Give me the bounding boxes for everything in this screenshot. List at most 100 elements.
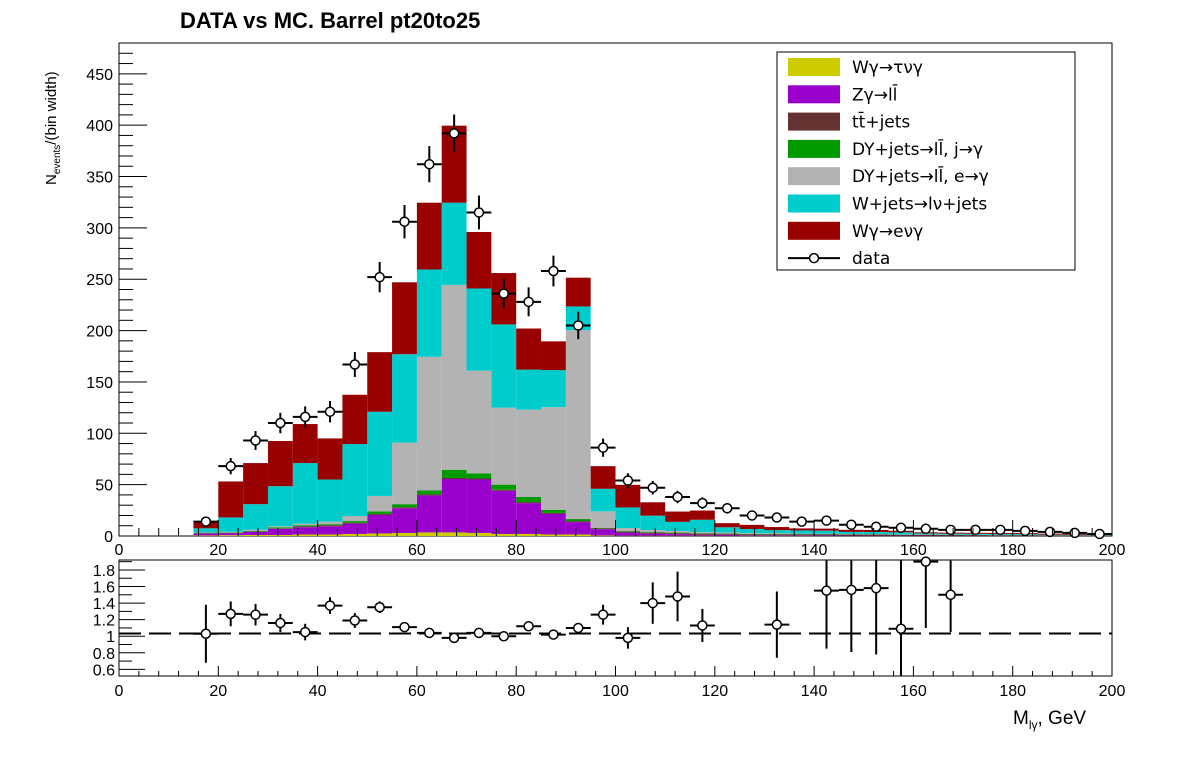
bar-Zg_llbar-4: [292, 527, 318, 535]
data-point: [498, 288, 510, 299]
bar-Wg_taunug-4: [292, 534, 318, 536]
bar-Zg_llbar-22: [739, 535, 765, 536]
ratio-y-tick-label: 0.8: [93, 646, 115, 663]
ratio-point: [424, 627, 435, 639]
data-point: [622, 475, 634, 486]
data-point: [1069, 527, 1081, 539]
bar-Wg_enug-11: [466, 231, 492, 289]
ratio-point: [821, 585, 832, 596]
legend-swatch-DYjets_jg: [788, 139, 840, 158]
bar-Zg_llbar-24: [789, 535, 815, 536]
bar-ttbar_jets-11: [466, 478, 492, 480]
data-point: [920, 523, 932, 535]
bar-ttbar_jets-10: [441, 477, 467, 479]
bar-Wg_enug-9: [416, 202, 442, 270]
x-axis-label-main: M: [1013, 708, 1029, 729]
ratio-x-tick-label: 40: [309, 683, 327, 700]
data-point: [721, 503, 733, 514]
bar-Wjets_lnujets-26: [838, 531, 864, 534]
main-y-axis: 0 50 100 150 200 250 300 350 400 450: [86, 52, 147, 546]
legend-swatch-Wg_enug: [788, 221, 840, 240]
bar-ttbar_jets-7: [367, 513, 393, 515]
bar-ttbar_jets-26: [838, 534, 864, 536]
bar-Wjets_lnujets-5: [317, 479, 343, 522]
bar-Wg_enug-5: [317, 438, 343, 480]
x-tick-label: 200: [1099, 542, 1126, 559]
bar-DYjets_jg-0: [193, 532, 219, 534]
bar-DYjets_eg-23: [764, 533, 790, 534]
legend-label-Wjets_lnujets: W+jets→lν+jets: [852, 195, 987, 215]
bar-Wg_enug-6: [342, 394, 368, 445]
bar-Zg_llbar-18: [640, 533, 666, 536]
bar-Wg_taunug-7: [367, 533, 393, 536]
bar-Wg_enug-3: [267, 440, 293, 487]
ratio-point: [399, 621, 410, 633]
data-point: [672, 491, 683, 503]
bar-Wg_enug-25: [814, 528, 839, 531]
bar-Zg_llbar-3: [267, 528, 293, 535]
bar-Zg_llbar-10: [441, 478, 467, 533]
bar-Wjets_lnujets-24: [789, 530, 815, 534]
bar-ttbar_jets-31: [963, 535, 988, 536]
ratio-point: [448, 632, 460, 644]
legend: Wγ→τνγ Zγ→ll̄ tt̄+jets DY+jets→ll̄, j→γ DY+j…: [776, 51, 1076, 271]
bar-DYjets_eg-9: [416, 356, 442, 491]
bar-Wjets_lnujets-12: [491, 324, 517, 408]
bar-Wg_enug-22: [739, 524, 765, 530]
bar-DYjets_eg-6: [342, 515, 368, 522]
bar-Zg_llbar-9: [416, 495, 442, 533]
bar-Zg_llbar-20: [689, 534, 715, 536]
bar-Zg_llbar-8: [392, 508, 417, 533]
data-point: [548, 265, 559, 277]
bar-Wjets_lnujets-9: [416, 269, 442, 357]
ratio-x-tick-label: 140: [801, 683, 828, 700]
bar-Zg_llbar-17: [615, 532, 641, 536]
ratio-point: [622, 632, 634, 644]
data-point: [200, 516, 212, 527]
bar-Wg_taunug-14: [541, 534, 566, 536]
bar-Wg_taunug-8: [392, 532, 417, 536]
bar-Wjets_lnujets-2: [243, 504, 268, 530]
ratio-point: [697, 620, 708, 631]
ratio-point: [647, 597, 658, 609]
bar-ttbar_jets-23: [764, 534, 790, 536]
data-point: [995, 524, 1006, 536]
bar-Wg_taunug-3: [267, 534, 293, 536]
bar-Wg_enug-13: [516, 328, 542, 370]
data-points: [193, 114, 1112, 540]
bar-Zg_llbar-13: [516, 503, 542, 534]
bar-ttbar_jets-30: [938, 534, 964, 536]
bar-Wg_taunug-1: [218, 535, 244, 536]
bar-ttbar_jets-5: [317, 525, 343, 527]
ratio-y-tick-label: 1.8: [93, 563, 115, 580]
legend-label-ttbar_jets: tt̄+jets: [852, 111, 910, 133]
data-point: [647, 482, 658, 493]
bar-Wjets_lnujets-6: [342, 444, 368, 516]
legend-label-Zg_llbar: Zγ→ll̄: [852, 83, 898, 105]
data-point: [870, 521, 882, 533]
x-axis-label-unit: , GeV: [1038, 708, 1087, 729]
legend-label-DYjets_jg: DY+jets→ll̄, j→γ: [852, 138, 983, 160]
x-tick-label: 160: [900, 542, 927, 559]
bar-Wjets_lnujets-16: [590, 488, 616, 512]
legend-label-Wg_taunug: Wγ→τνγ: [852, 58, 923, 78]
ratio-point: [523, 621, 534, 632]
ratio-y-tick-label: 1.6: [93, 580, 115, 597]
bar-DYjets_jg-7: [367, 511, 393, 514]
y-tick-label: 0: [104, 529, 113, 546]
bar-Wg_enug-24: [789, 528, 815, 531]
bar-DYjets_jg-15: [565, 519, 591, 522]
bar-Zg_llbar-21: [714, 534, 740, 536]
legend-label-data: data: [852, 249, 890, 269]
bar-DYjets_jg-11: [466, 473, 492, 479]
y-tick-label: 300: [86, 221, 113, 238]
data-point: [746, 510, 758, 521]
data-point: [324, 406, 336, 417]
ratio-x-tick-label: 180: [999, 683, 1026, 700]
y-axis-label: Nevents/(bin width): [43, 71, 63, 185]
bar-ttbar_jets-20: [689, 533, 715, 535]
bar-Wg_enug-7: [367, 352, 393, 412]
bar-DYjets_jg-5: [317, 524, 343, 526]
bar-Wjets_lnujets-13: [516, 369, 542, 410]
bar-DYjets_eg-18: [640, 530, 666, 533]
